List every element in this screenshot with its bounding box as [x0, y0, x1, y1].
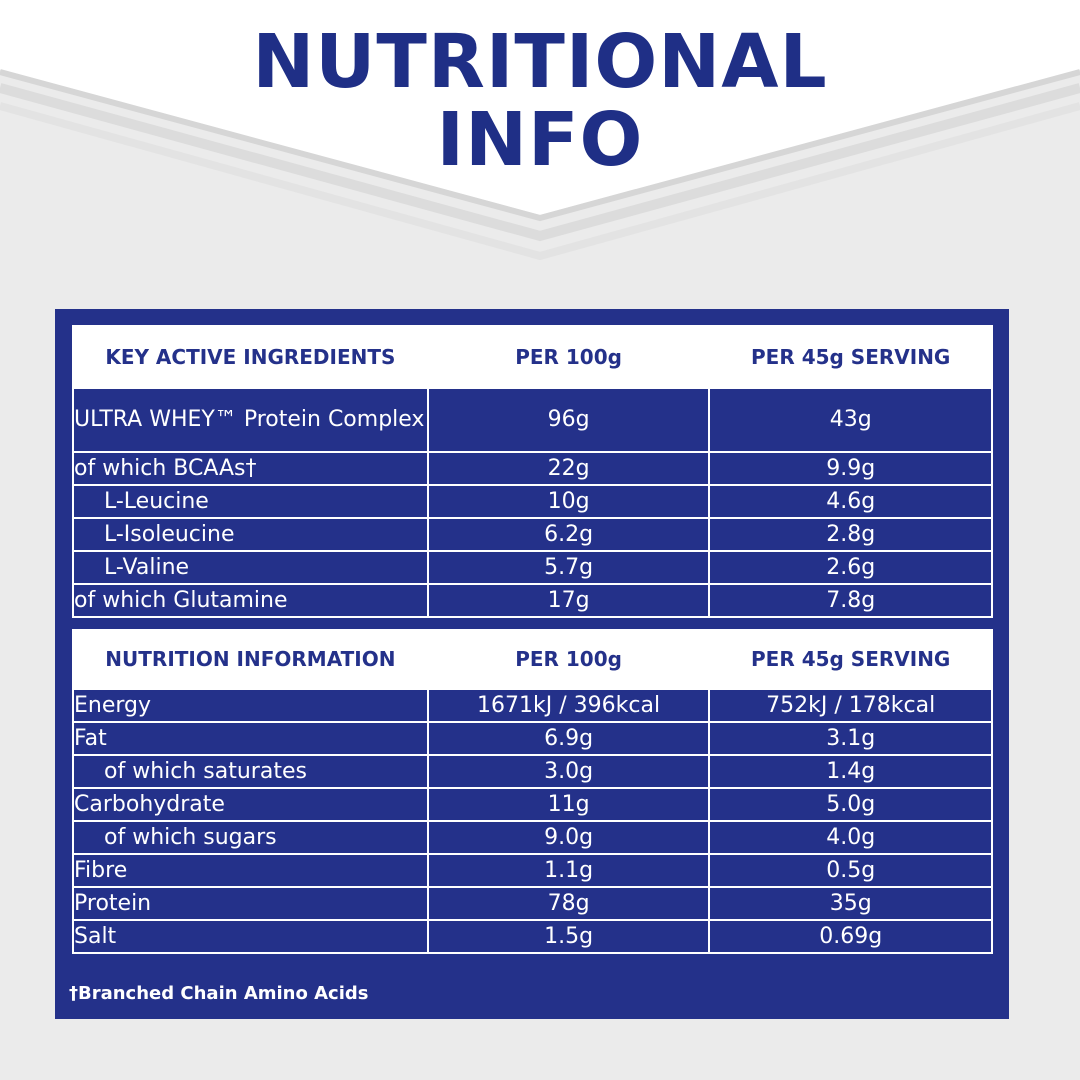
nutrition-panel: KEY ACTIVE INGREDIENTS PER 100g PER 45g … — [55, 309, 1009, 1019]
nutrition-information-table: NUTRITION INFORMATION PER 100g PER 45g S… — [72, 629, 993, 954]
row-per-100g: 6.2g — [426, 517, 711, 552]
row-label: of which Glutamine — [72, 583, 429, 618]
row-per-100g: 9.0g — [426, 820, 711, 855]
table-row: of which saturates 3.0g 1.4g — [72, 754, 993, 789]
row-label: L-Leucine — [72, 484, 429, 519]
row-per-serving: 35g — [708, 886, 993, 921]
table-row: Salt 1.5g 0.69g — [72, 919, 993, 954]
table-row: Fibre 1.1g 0.5g — [72, 853, 993, 888]
row-label: Carbohydrate — [72, 787, 429, 822]
row-label: of which BCAAs† — [72, 451, 429, 486]
key-ingredients-table: KEY ACTIVE INGREDIENTS PER 100g PER 45g … — [72, 325, 993, 618]
footnote: †Branched Chain Amino Acids — [69, 983, 369, 1004]
table-row: Protein 78g 35g — [72, 886, 993, 921]
nutrition-header-row: NUTRITION INFORMATION PER 100g PER 45g S… — [72, 629, 993, 690]
row-per-100g: 78g — [426, 886, 711, 921]
table-row: Energy 1671kJ / 396kcal 752kJ / 178kcal — [72, 688, 993, 723]
row-per-serving: 0.69g — [708, 919, 993, 954]
row-per-100g: 5.7g — [426, 550, 711, 585]
row-per-serving: 4.0g — [708, 820, 993, 855]
row-per-serving: 9.9g — [708, 451, 993, 486]
table-row: of which Glutamine 17g 7.8g — [72, 583, 993, 618]
header-per-100g: PER 100g — [426, 629, 711, 690]
row-per-serving: 5.0g — [708, 787, 993, 822]
table-row: L-Valine 5.7g 2.6g — [72, 550, 993, 585]
row-label: L-Isoleucine — [72, 517, 429, 552]
row-per-100g: 1.1g — [426, 853, 711, 888]
table-row: Fat 6.9g 3.1g — [72, 721, 993, 756]
row-label: of which sugars — [72, 820, 429, 855]
row-per-100g: 96g — [426, 387, 711, 453]
row-per-100g: 22g — [426, 451, 711, 486]
table-row: of which sugars 9.0g 4.0g — [72, 820, 993, 855]
table-row: Carbohydrate 11g 5.0g — [72, 787, 993, 822]
row-label: Energy — [72, 688, 429, 723]
row-per-serving: 43g — [708, 387, 993, 453]
row-label: Salt — [72, 919, 429, 954]
row-label: ULTRA WHEY™ Protein Complex — [72, 387, 429, 453]
row-per-serving: 4.6g — [708, 484, 993, 519]
row-per-100g: 1.5g — [426, 919, 711, 954]
table-row: L-Isoleucine 6.2g 2.8g — [72, 517, 993, 552]
title-line-2: INFO — [436, 97, 644, 183]
row-per-serving: 1.4g — [708, 754, 993, 789]
row-per-serving: 0.5g — [708, 853, 993, 888]
row-label: of which saturates — [72, 754, 429, 789]
row-per-100g: 11g — [426, 787, 711, 822]
table-row: L-Leucine 10g 4.6g — [72, 484, 993, 519]
row-label: L-Valine — [72, 550, 429, 585]
row-label: Protein — [72, 886, 429, 921]
key-ingredients-header-row: KEY ACTIVE INGREDIENTS PER 100g PER 45g … — [72, 325, 993, 389]
row-per-serving: 3.1g — [708, 721, 993, 756]
row-per-serving: 752kJ / 178kcal — [708, 688, 993, 723]
header-ingredient: KEY ACTIVE INGREDIENTS — [72, 325, 429, 389]
table-row: of which BCAAs† 22g 9.9g — [72, 451, 993, 486]
header-nutrient: NUTRITION INFORMATION — [72, 629, 429, 690]
header-per-serving: PER 45g SERVING — [708, 325, 993, 389]
header-per-100g: PER 100g — [426, 325, 711, 389]
row-per-100g: 6.9g — [426, 721, 711, 756]
header-per-serving: PER 45g SERVING — [708, 629, 993, 690]
row-per-serving: 2.8g — [708, 517, 993, 552]
row-per-100g: 1671kJ / 396kcal — [426, 688, 711, 723]
row-per-100g: 17g — [426, 583, 711, 618]
table-row: ULTRA WHEY™ Protein Complex 96g 43g — [72, 387, 993, 453]
row-per-100g: 3.0g — [426, 754, 711, 789]
row-per-100g: 10g — [426, 484, 711, 519]
title-line-1: NUTRITIONAL — [252, 19, 828, 105]
row-per-serving: 7.8g — [708, 583, 993, 618]
row-label: Fibre — [72, 853, 429, 888]
row-label: Fat — [72, 721, 429, 756]
row-per-serving: 2.6g — [708, 550, 993, 585]
